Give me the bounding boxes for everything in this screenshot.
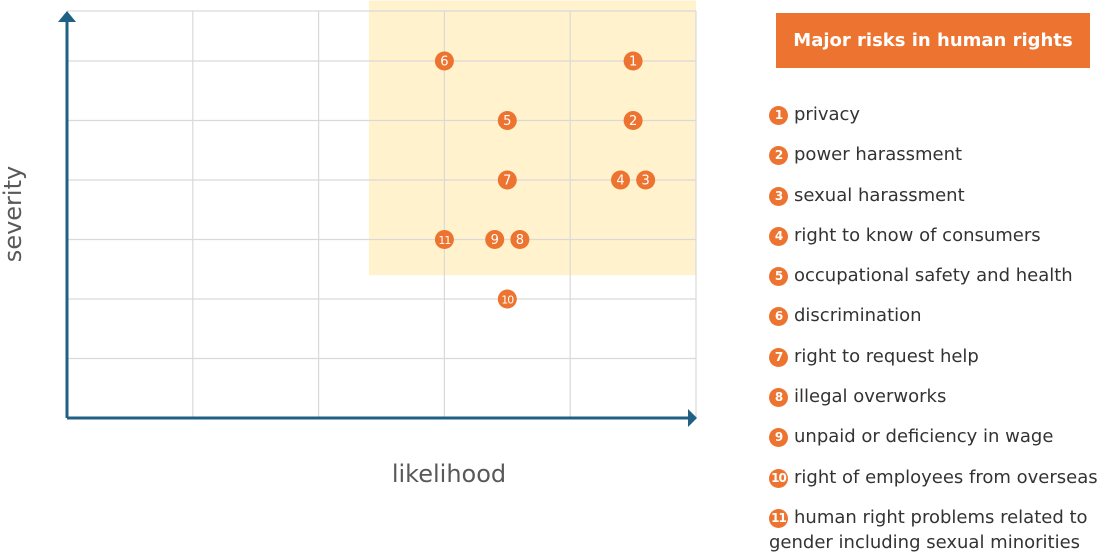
risk-point-label: 6 bbox=[440, 55, 448, 70]
legend-label: illegal overworks bbox=[794, 386, 947, 408]
legend-badge: 8 bbox=[769, 388, 788, 408]
legend-label: discrimination bbox=[794, 305, 922, 327]
risk-point-11 bbox=[434, 230, 454, 249]
x-axis-arrow-icon bbox=[688, 409, 697, 427]
legend-item-safety-health: 5 occupational safety and health bbox=[769, 264, 1115, 304]
legend-label: occupational safety and health bbox=[794, 265, 1073, 287]
legend-badge: 1 bbox=[769, 106, 788, 125]
legend-item-privacy: 1 privacy bbox=[769, 103, 1115, 143]
legend-label: right of employees from overseas bbox=[794, 466, 1098, 488]
legend-label: sexual harassment bbox=[794, 184, 965, 206]
legend-badge: 11 bbox=[769, 508, 788, 528]
risk-point-2 bbox=[623, 111, 643, 130]
legend-badge: 5 bbox=[769, 267, 788, 287]
legend-label: human right problems related to gender i… bbox=[769, 506, 1088, 553]
legend-item-overseas-employees: 10 right of employees from overseas bbox=[769, 466, 1115, 506]
risk-point-label: 11 bbox=[438, 234, 450, 247]
risk-point-label: 2 bbox=[629, 114, 637, 129]
risk-point-1 bbox=[623, 51, 643, 71]
legend-label: unpaid or deficiency in wage bbox=[794, 426, 1054, 448]
legend-item-request-help: 7 right to request help bbox=[769, 345, 1115, 385]
x-axis-label: likelihood bbox=[392, 460, 506, 488]
risk-point-7 bbox=[497, 170, 517, 190]
legend-badge: 9 bbox=[769, 428, 788, 448]
legend-item-discrimination: 6 discrimination bbox=[769, 304, 1115, 344]
risk-matrix-chart: likelihood severity 1 2 3 4 5 6 7 8 9 10 11 bbox=[0, 0, 697, 488]
legend-badge: 2 bbox=[769, 146, 788, 166]
risk-point-9 bbox=[485, 230, 505, 249]
risk-point-label: 7 bbox=[503, 174, 511, 189]
legend-item-power-harassment: 2 power harassment bbox=[769, 143, 1115, 183]
risk-point-label: 8 bbox=[516, 233, 524, 248]
legend-badge: 6 bbox=[769, 307, 788, 327]
legend-badge: 10 bbox=[769, 468, 788, 488]
legend-item-unpaid-wage: 9 unpaid or deficiency in wage bbox=[769, 425, 1115, 465]
legend-item-consumers: 4 right to know of consumers bbox=[769, 224, 1115, 264]
legend-list: 1 privacy 2 power harassment 3 sexual haras… bbox=[769, 103, 1115, 556]
risk-point-6 bbox=[434, 51, 454, 71]
y-axis-arrow-icon bbox=[58, 11, 76, 22]
risk-point-label: 4 bbox=[616, 174, 624, 189]
legend-badge: 7 bbox=[769, 347, 788, 367]
risk-point-label: 5 bbox=[503, 114, 511, 129]
legend-item-overworks: 8 illegal overworks bbox=[769, 385, 1115, 425]
legend-label: power harassment bbox=[794, 144, 963, 166]
legend-label: privacy bbox=[794, 104, 861, 125]
risk-point-3 bbox=[636, 170, 656, 190]
legend-badge: 3 bbox=[769, 186, 788, 206]
highlight-region bbox=[368, 0, 696, 276]
legend-label: right to know of consumers bbox=[794, 224, 1041, 246]
risk-point-label: 9 bbox=[491, 233, 499, 248]
risk-point-label: 10 bbox=[501, 294, 514, 307]
risk-point-8 bbox=[510, 230, 530, 249]
legend-title: Major risks in human rights bbox=[776, 13, 1090, 68]
legend-item-gender-minorities: 11 human right problems related to gender… bbox=[769, 505, 1115, 555]
risk-point-5 bbox=[497, 111, 517, 130]
legend-item-sexual-harassment: 3 sexual harassment bbox=[769, 184, 1115, 224]
risk-point-label: 3 bbox=[642, 174, 650, 189]
legend-badge: 4 bbox=[769, 226, 788, 246]
risk-point-4 bbox=[611, 170, 631, 190]
risk-point-10 bbox=[497, 289, 517, 309]
legend-label: right to request help bbox=[794, 345, 979, 367]
y-axis-label: severity bbox=[0, 166, 27, 262]
risk-point-label: 1 bbox=[629, 55, 637, 70]
